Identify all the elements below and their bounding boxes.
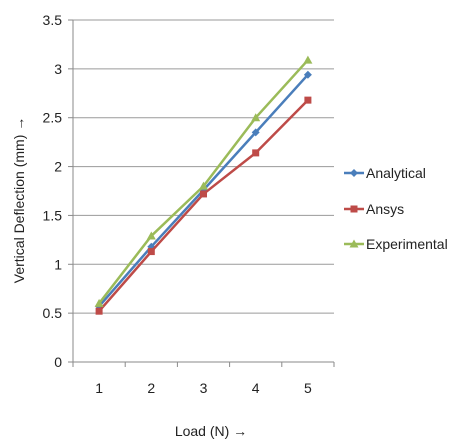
legend-label: Analytical <box>366 165 426 181</box>
y-tick-label: 1 <box>54 256 62 272</box>
y-tick-label: 2 <box>54 159 62 175</box>
data-point <box>251 113 261 122</box>
series-ansys <box>95 96 312 315</box>
data-point <box>147 248 155 256</box>
data-point <box>251 128 260 137</box>
x-tick-label: 5 <box>304 380 312 396</box>
series-line <box>98 99 309 313</box>
series-lines <box>94 55 313 315</box>
y-tick-label: 0 <box>54 354 62 370</box>
y-axis-label: Vertical Deflection (mm) → <box>11 117 27 283</box>
x-tick-label: 2 <box>147 380 155 396</box>
x-tick-labels: 1 2 3 4 5 <box>95 380 312 396</box>
legend-item-ansys: Ansys <box>344 201 404 217</box>
y-tick-label: 1.5 <box>43 207 63 223</box>
data-point <box>199 181 208 190</box>
legend-item-experimental: Experimental <box>344 236 448 252</box>
axes <box>68 19 335 367</box>
legend-marker <box>350 169 358 177</box>
legend-label: Experimental <box>366 236 448 252</box>
y-tick-label: 2.5 <box>43 110 63 126</box>
legend-label: Ansys <box>366 201 404 217</box>
data-point <box>304 96 312 104</box>
data-point <box>95 307 103 315</box>
x-tick-label: 3 <box>200 380 208 396</box>
grid-lines <box>73 19 334 314</box>
legend-marker <box>349 239 359 248</box>
y-tick-label: 3 <box>54 61 62 77</box>
data-point <box>303 55 313 64</box>
data-point <box>252 149 260 157</box>
x-axis-label: Load (N) → <box>175 423 247 439</box>
x-tick-label: 4 <box>252 380 260 396</box>
legend-item-analytical: Analytical <box>344 165 426 181</box>
data-point <box>94 298 104 307</box>
data-point <box>146 231 156 240</box>
y-tick-labels: 0 0.5 1 1.5 2 2.5 3 3.5 <box>43 12 63 370</box>
legend-marker <box>350 205 358 213</box>
y-tick-label: 0.5 <box>43 305 63 321</box>
legend: Analytical Ansys Experimental <box>344 165 448 252</box>
data-point <box>200 190 207 198</box>
data-point <box>303 70 312 79</box>
series-experimental <box>94 55 313 307</box>
y-tick-label: 3.5 <box>43 12 63 28</box>
x-tick-label: 1 <box>95 380 103 396</box>
